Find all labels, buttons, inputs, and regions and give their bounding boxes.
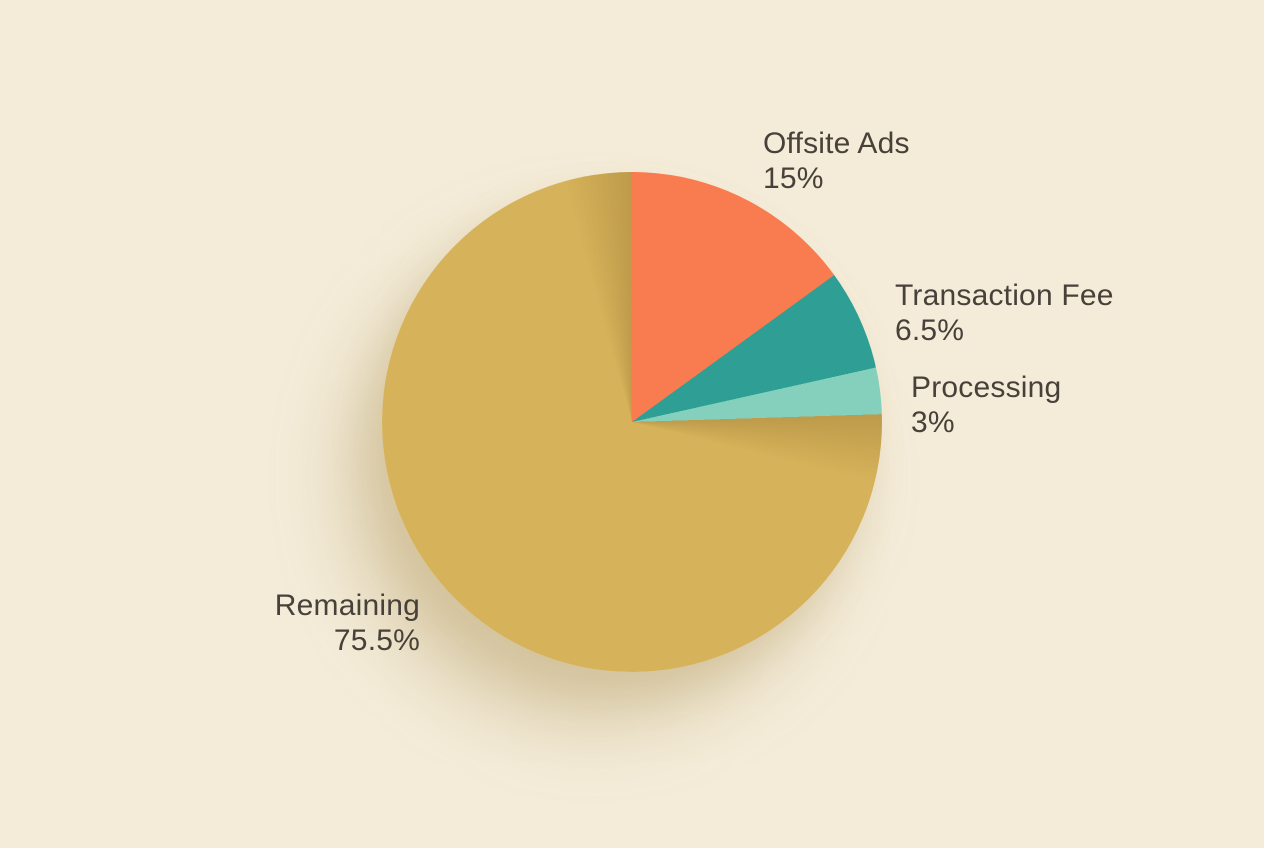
label-processing-name: Processing (911, 371, 1062, 404)
label-remaining: Remaining 75.5% (180, 588, 420, 658)
label-processing-value: 3% (911, 406, 955, 439)
label-remaining-name: Remaining (274, 589, 420, 622)
pie-chart (382, 172, 882, 672)
label-processing: Processing 3% (911, 370, 1061, 440)
label-offsite-ads-value: 15% (763, 162, 824, 195)
label-transaction-fee-value: 6.5% (895, 314, 965, 347)
label-transaction-fee-name: Transaction Fee (895, 279, 1114, 312)
label-remaining-value: 75.5% (333, 624, 420, 657)
label-offsite-ads-name: Offsite Ads (763, 127, 910, 160)
pie-inner-shadow (382, 172, 882, 672)
label-offsite-ads: Offsite Ads 15% (763, 126, 910, 196)
label-transaction-fee: Transaction Fee 6.5% (895, 278, 1114, 348)
